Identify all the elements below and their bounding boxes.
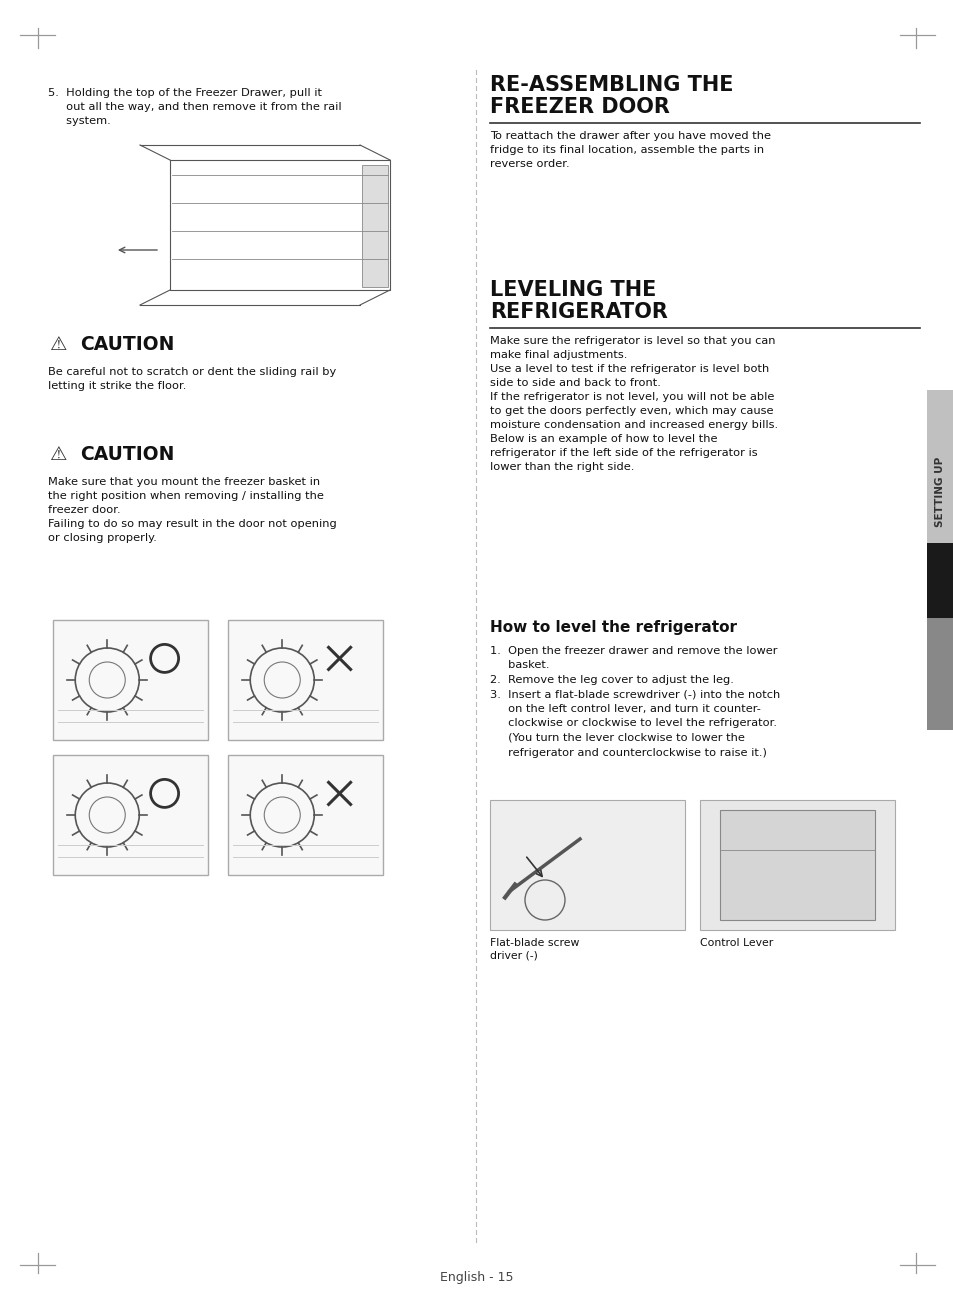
Text: How to level the refrigerator: How to level the refrigerator: [490, 621, 737, 635]
Text: Control Lever: Control Lever: [700, 938, 773, 948]
Text: driver (-): driver (-): [490, 951, 537, 961]
Text: clockwise or clockwise to level the refrigerator.: clockwise or clockwise to level the refr…: [490, 718, 776, 729]
Text: refrigerator and counterclockwise to raise it.): refrigerator and counterclockwise to rai…: [490, 748, 766, 757]
Text: Make sure the refrigerator is level so that you can
make final adjustments.
Use : Make sure the refrigerator is level so t…: [490, 336, 778, 472]
Bar: [53, 621, 208, 740]
Bar: [926, 618, 953, 730]
Text: on the left control lever, and turn it counter-: on the left control lever, and turn it c…: [490, 704, 760, 714]
Bar: [490, 800, 684, 930]
Text: (You turn the lever clockwise to lower the: (You turn the lever clockwise to lower t…: [490, 732, 744, 743]
Text: Flat-blade screw: Flat-blade screw: [490, 938, 578, 948]
Text: REFRIGERATOR: REFRIGERATOR: [490, 302, 667, 323]
Text: SETTING UP: SETTING UP: [935, 457, 944, 527]
Text: system.: system.: [48, 116, 111, 126]
Text: 2.  Remove the leg cover to adjust the leg.: 2. Remove the leg cover to adjust the le…: [490, 675, 733, 686]
Text: out all the way, and then remove it from the rail: out all the way, and then remove it from…: [48, 101, 341, 112]
Text: 5.  Holding the top of the Freezer Drawer, pull it: 5. Holding the top of the Freezer Drawer…: [48, 88, 322, 98]
Bar: [700, 800, 894, 930]
Text: English - 15: English - 15: [439, 1271, 514, 1284]
Bar: [228, 621, 382, 740]
Text: FREEZER DOOR: FREEZER DOOR: [490, 98, 669, 117]
Text: CAUTION: CAUTION: [80, 334, 174, 354]
Text: 3.  Insert a flat-blade screwdriver (-) into the notch: 3. Insert a flat-blade screwdriver (-) i…: [490, 690, 780, 700]
Text: ⚠: ⚠: [50, 445, 68, 464]
Text: To reattach the drawer after you have moved the
fridge to its final location, as: To reattach the drawer after you have mo…: [490, 131, 770, 169]
Bar: [228, 755, 382, 876]
Bar: [926, 390, 953, 543]
Text: Make sure that you mount the freezer basket in
the right position when removing : Make sure that you mount the freezer bas…: [48, 477, 336, 543]
Text: LEVELING THE: LEVELING THE: [490, 280, 656, 301]
Text: 1.  Open the freezer drawer and remove the lower: 1. Open the freezer drawer and remove th…: [490, 647, 777, 656]
Bar: [926, 543, 953, 618]
Text: ⚠: ⚠: [50, 334, 68, 354]
Text: basket.: basket.: [490, 661, 549, 670]
Bar: [361, 165, 388, 288]
Text: CAUTION: CAUTION: [80, 445, 174, 464]
Bar: [720, 811, 874, 920]
Text: Be careful not to scratch or dent the sliding rail by
letting it strike the floo: Be careful not to scratch or dent the sl…: [48, 367, 335, 392]
Text: RE-ASSEMBLING THE: RE-ASSEMBLING THE: [490, 75, 733, 95]
Bar: [53, 755, 208, 876]
